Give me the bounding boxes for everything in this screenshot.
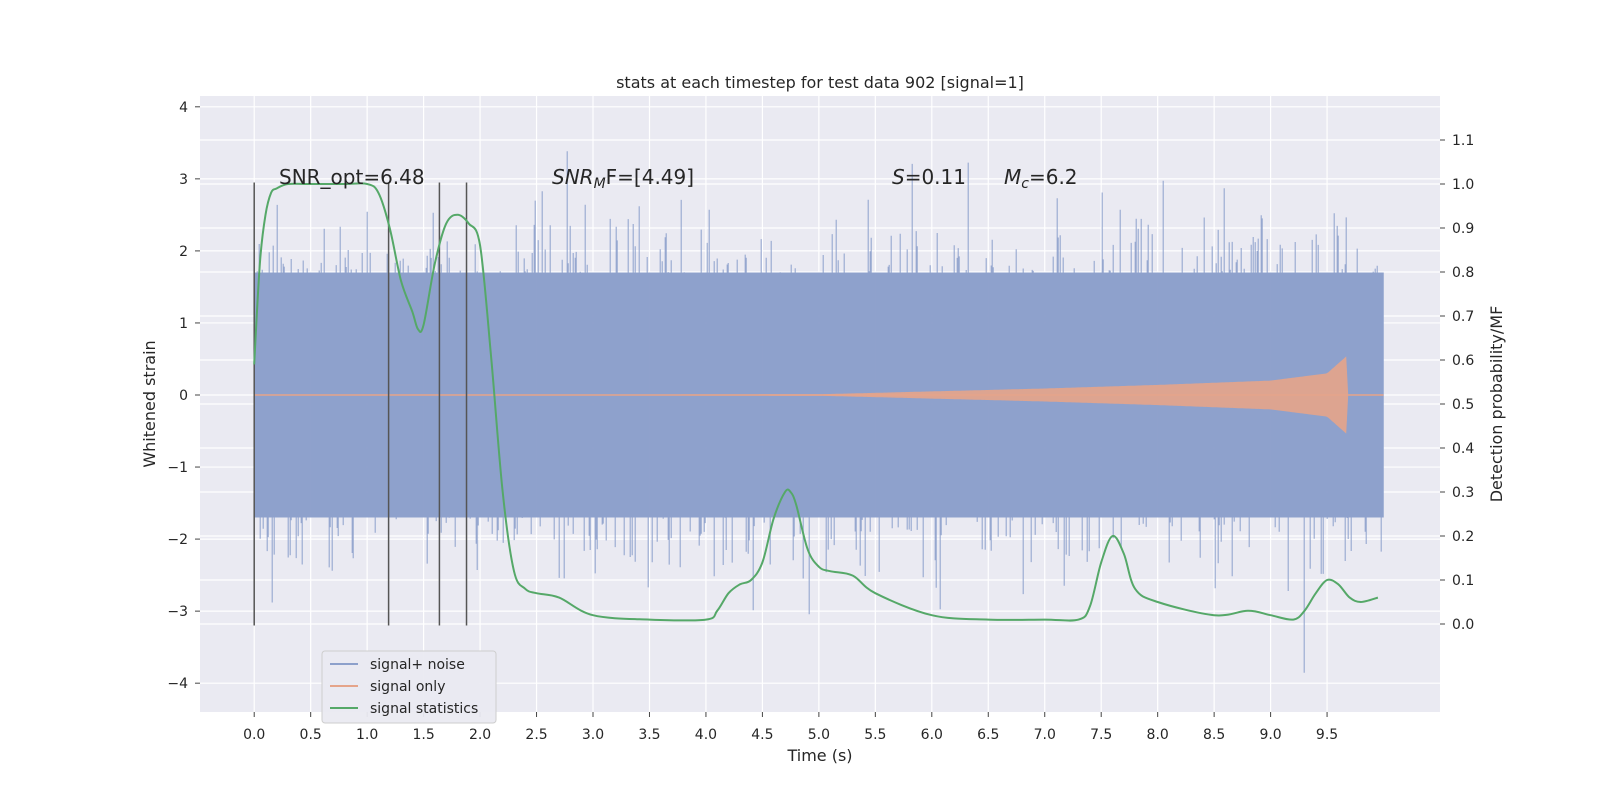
legend-label-signal-noise: signal+ noise xyxy=(370,657,465,673)
x-axis-ticks: 0.0 0.5 1.0 1.5 2.0 2.5 3.0 3.5 4.0 4.5 5.0 5.5 6.0 6… xyxy=(243,712,1338,743)
y-right-tick-label: 1.1 xyxy=(1452,133,1474,149)
x-tick-label: 0.5 xyxy=(300,727,322,743)
y-right-tick-label: 0.8 xyxy=(1452,265,1474,281)
y-right-axis-label: Detection probability/MF xyxy=(1487,306,1506,503)
chart-title: stats at each timestep for test data 902… xyxy=(616,73,1024,92)
y-right-tick-label: 0.6 xyxy=(1452,353,1474,369)
x-tick-label: 8.0 xyxy=(1147,727,1169,743)
x-tick-label: 8.5 xyxy=(1203,727,1225,743)
x-axis-label: Time (s) xyxy=(786,746,852,765)
x-tick-label: 2.0 xyxy=(469,727,491,743)
annotation-snr-mf-name: SNR xyxy=(552,165,594,189)
y-left-tick-label: 2 xyxy=(179,244,188,260)
x-tick-label: 6.0 xyxy=(921,727,943,743)
y-left-tick-label: −4 xyxy=(167,676,188,692)
y-left-tick-label: 3 xyxy=(179,172,188,188)
annotation-snr-opt: SNR_opt=6.48 xyxy=(279,165,425,189)
y-right-tick-label: 0.1 xyxy=(1452,573,1474,589)
y-right-tick-label: 0.3 xyxy=(1452,485,1474,501)
y-left-tick-label: 0 xyxy=(179,388,188,404)
y-right-tick-label: 0.4 xyxy=(1452,441,1474,457)
y-right-tick-label: 0.7 xyxy=(1452,309,1474,325)
legend-label-signal-statistics: signal statistics xyxy=(370,701,478,717)
x-tick-label: 1.0 xyxy=(356,727,378,743)
x-tick-label: 3.5 xyxy=(638,727,660,743)
y-right-tick-label: 0.0 xyxy=(1452,617,1474,633)
annotation-s-value: =0.11 xyxy=(905,165,966,189)
x-tick-label: 9.5 xyxy=(1316,727,1338,743)
legend-box xyxy=(321,650,497,724)
series-signal-only xyxy=(254,356,1384,434)
annotation-snr-mf-value: F=[4.49] xyxy=(606,165,694,189)
x-tick-label: 4.0 xyxy=(695,727,717,743)
y-left-tick-label: −2 xyxy=(167,532,188,548)
annotation-snr-mf-sub: M xyxy=(594,176,606,192)
x-tick-label: 9.0 xyxy=(1259,727,1281,743)
signal-statistics-line xyxy=(253,182,1379,622)
vertical-markers xyxy=(253,182,468,626)
x-tick-label: 0.0 xyxy=(243,727,265,743)
x-tick-label: 7.5 xyxy=(1090,727,1112,743)
annotation-mc-sub: c xyxy=(1021,176,1029,192)
y-left-axis-ticks: −4 −3 −2 −1 0 1 2 3 4 xyxy=(167,100,200,692)
annotation-mc: Mc=6.2 xyxy=(1004,165,1078,192)
annotation-mc-name: M xyxy=(1004,165,1021,189)
x-tick-label: 7.0 xyxy=(1034,727,1056,743)
y-right-tick-label: 0.9 xyxy=(1452,221,1474,237)
annotation-mc-value: =6.2 xyxy=(1029,165,1078,189)
y-right-axis-ticks: 0.0 0.1 0.2 0.3 0.4 0.5 0.6 0.7 0.8 0.9 1.0 1.1 xyxy=(1440,133,1474,633)
y-right-tick-label: 1.0 xyxy=(1452,177,1474,193)
y-left-tick-label: −3 xyxy=(167,604,188,620)
x-tick-label: 5.5 xyxy=(864,727,886,743)
annotation-s-name: S xyxy=(892,165,905,189)
annotation-snr-mf: SNRMF=[4.49] xyxy=(552,165,694,192)
x-tick-label: 6.5 xyxy=(977,727,999,743)
annotation-s: S=0.11 xyxy=(892,165,966,189)
y-right-tick-label: 0.5 xyxy=(1452,397,1474,413)
legend: signal+ noise signal only signal statist… xyxy=(321,650,497,724)
x-tick-label: 4.5 xyxy=(751,727,773,743)
x-tick-label: 5.0 xyxy=(808,727,830,743)
x-tick-label: 1.5 xyxy=(412,727,434,743)
series-signal-statistics xyxy=(253,182,1379,622)
y-left-tick-label: 4 xyxy=(179,100,188,116)
y-left-axis-label: Whitened strain xyxy=(140,340,159,467)
y-left-tick-label: −1 xyxy=(167,460,188,476)
x-tick-label: 2.5 xyxy=(525,727,547,743)
legend-label-signal-only: signal only xyxy=(370,679,445,695)
x-tick-label: 3.0 xyxy=(582,727,604,743)
y-left-tick-label: 1 xyxy=(179,316,188,332)
y-right-tick-label: 0.2 xyxy=(1452,529,1474,545)
